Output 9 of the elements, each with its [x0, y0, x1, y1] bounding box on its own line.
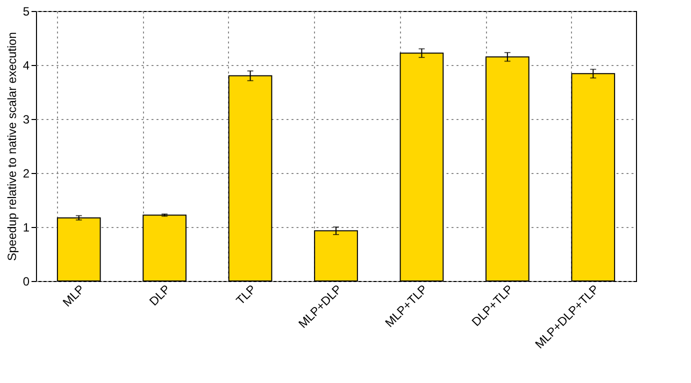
x-tick-label: TLP — [233, 282, 259, 308]
y-tick-label: 1 — [22, 220, 30, 234]
y-tick-label: 5 — [22, 4, 30, 18]
y-tick-label: 2 — [22, 166, 30, 180]
y-axis-title: Speedup relative to native scalar execution — [4, 32, 19, 261]
y-tick-label: 0 — [22, 274, 30, 288]
y-tick-label: 4 — [22, 58, 30, 72]
x-tick-label: DLP — [146, 282, 174, 308]
y-tick-label: 3 — [22, 112, 30, 126]
